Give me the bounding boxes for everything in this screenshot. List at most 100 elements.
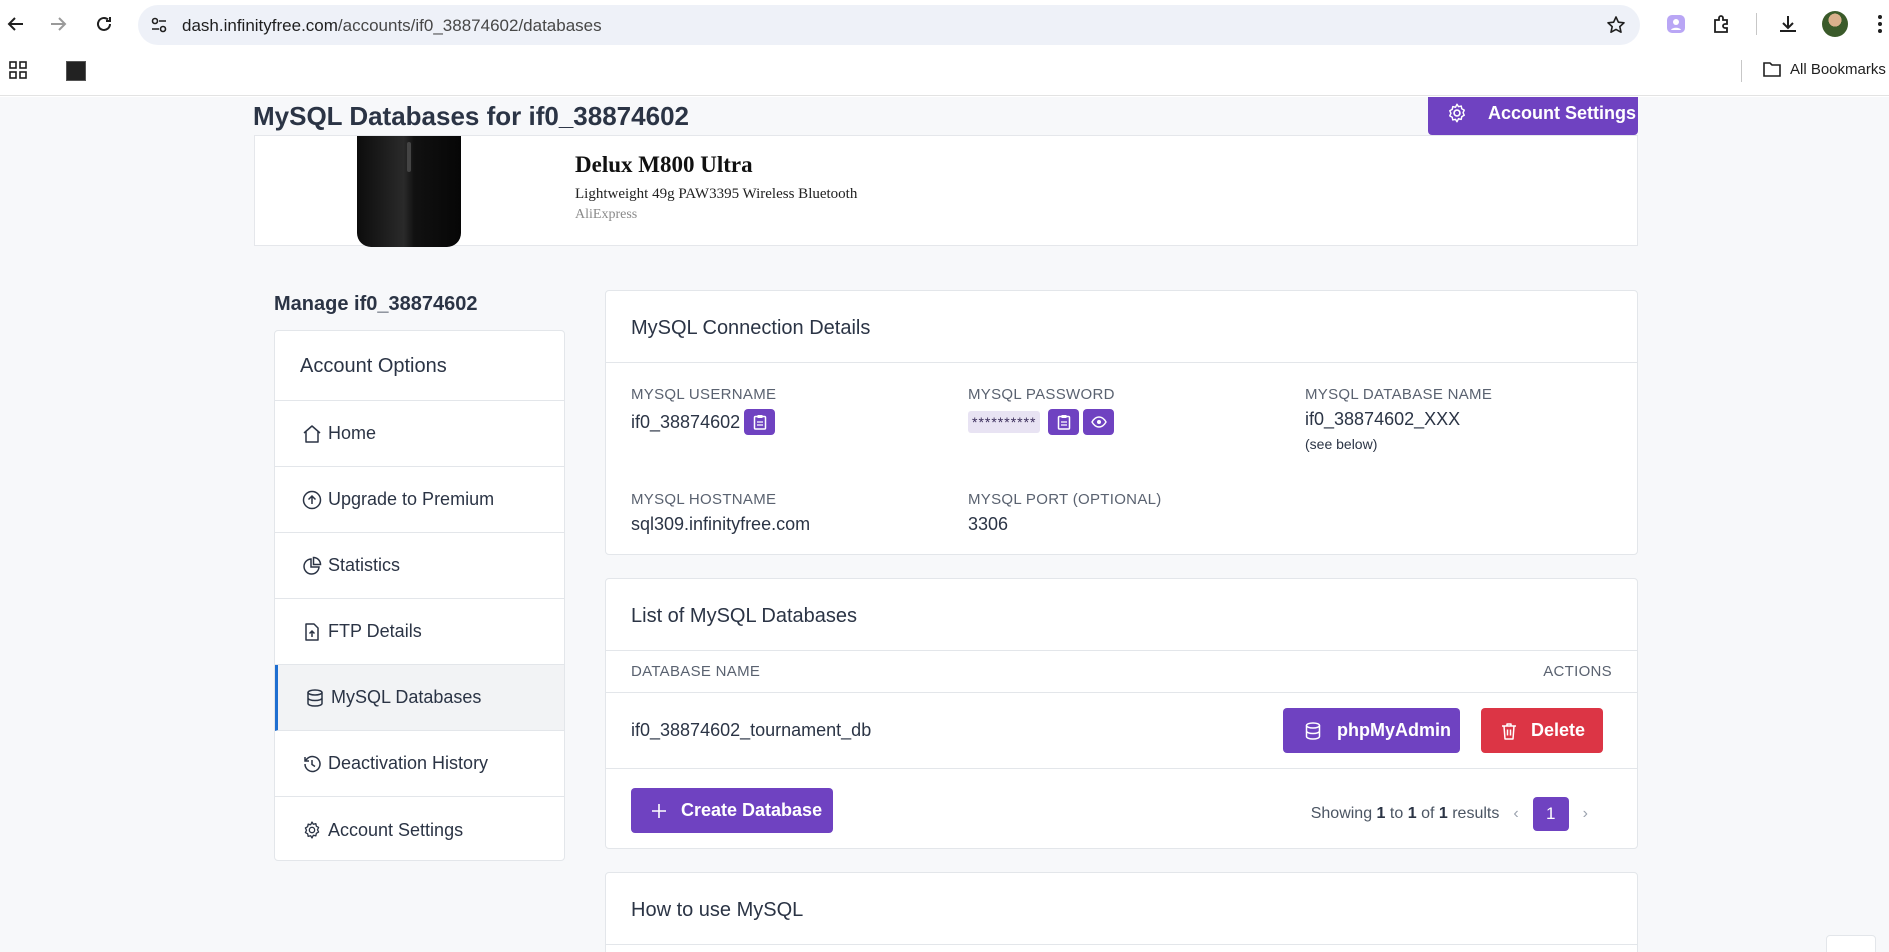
sidebar-item-ftp[interactable]: FTP Details	[275, 599, 564, 665]
sidebar-item-account-settings[interactable]: Account Settings	[275, 797, 564, 860]
database-name-note: (see below)	[1305, 436, 1378, 452]
next-page-icon[interactable]: ›	[1582, 805, 1588, 822]
username-value: if0_38874602	[631, 411, 741, 432]
file-upload-icon	[305, 622, 319, 641]
arrow-left-icon	[7, 17, 23, 31]
account-settings-button[interactable]: Account Settings	[1428, 97, 1638, 135]
home-icon	[303, 424, 321, 443]
sidebar-item-home[interactable]: Home	[275, 401, 564, 467]
create-database-button[interactable]: Create Database	[631, 788, 833, 833]
prev-page-icon[interactable]: ‹	[1513, 805, 1519, 822]
column-header-actions: ACTIONS	[1543, 663, 1612, 680]
database-name-value: if0_38874602_XXX	[1305, 409, 1461, 429]
account-options-sidebar: Account Options Home Upgrade to Premium …	[274, 330, 565, 861]
page-number-button[interactable]: 1	[1532, 797, 1569, 831]
site-info-icon[interactable]	[150, 16, 168, 34]
browser-toolbar: dash.infinityfree.com/accounts/if0_38874…	[0, 0, 1889, 48]
phpmyadmin-label: phpMyAdmin	[1337, 720, 1451, 740]
table-row: if0_38874602_tournament_db phpMyAdmin De…	[606, 693, 1637, 769]
database-icon	[1305, 721, 1321, 740]
copy-password-button[interactable]	[1048, 409, 1080, 435]
card-title: How to use MySQL	[606, 873, 1637, 945]
eye-icon	[1091, 416, 1107, 428]
delete-database-button[interactable]: Delete	[1481, 708, 1603, 753]
ad-source: AliExpress	[575, 207, 638, 222]
advertisement-banner[interactable]: Delux M800 Ultra Lightweight 49g PAW3395…	[254, 135, 1638, 247]
bookmarks-bar: All Bookmarks	[0, 48, 1889, 96]
sidebar-item-label: Statistics	[328, 555, 401, 575]
sidebar-item-label: Deactivation History	[328, 753, 489, 773]
download-icon[interactable]	[1774, 10, 1802, 38]
field-label: MYSQL USERNAME	[631, 386, 777, 403]
sidebar-item-statistics[interactable]: Statistics	[275, 533, 564, 599]
url-text: dash.infinityfree.com/accounts/if0_38874…	[182, 16, 602, 36]
field-label: MYSQL PASSWORD	[968, 386, 1115, 403]
bookmark-star-icon[interactable]	[1606, 15, 1626, 35]
sidebar-item-mysql[interactable]: MySQL Databases	[275, 665, 564, 731]
showing-prefix: Showing	[1310, 805, 1373, 822]
bookmarks-divider	[1741, 60, 1742, 82]
field-label: MYSQL PORT (OPTIONAL)	[968, 491, 1162, 508]
plus-icon	[652, 803, 666, 818]
column-header-name: DATABASE NAME	[631, 663, 761, 680]
reload-button[interactable]	[88, 8, 120, 40]
field-label: MYSQL HOSTNAME	[631, 491, 777, 508]
arrow-right-icon	[51, 17, 67, 31]
address-bar[interactable]: dash.infinityfree.com/accounts/if0_38874…	[138, 5, 1640, 45]
password-mask: **********	[968, 411, 1041, 433]
pagination: Showing 1 to 1 of 1 results ‹ 1 ›	[1311, 797, 1602, 831]
extension-icon[interactable]	[1662, 10, 1690, 38]
page-content: MySQL Databases for if0_38874602 Account…	[0, 97, 1889, 952]
gear-icon	[1449, 103, 1465, 123]
apps-grid-icon[interactable]	[8, 60, 28, 80]
show-password-button[interactable]	[1083, 409, 1115, 435]
field-label: MYSQL DATABASE NAME	[1305, 386, 1493, 403]
how-to-card: How to use MySQL	[605, 872, 1638, 952]
database-icon	[307, 688, 323, 707]
profile-avatar[interactable]	[1822, 11, 1848, 37]
history-icon	[304, 755, 321, 772]
results-from: 1	[1376, 805, 1386, 822]
sidebar-item-label: Upgrade to Premium	[328, 489, 495, 509]
sidebar-item-label: Home	[328, 423, 377, 443]
table-header: DATABASE NAME ACTIONS	[606, 651, 1637, 693]
database-list-card: List of MySQL Databases DATABASE NAME AC…	[605, 578, 1638, 849]
card-title: List of MySQL Databases	[606, 579, 1637, 651]
gear-icon	[304, 821, 320, 839]
trash-icon	[1502, 722, 1516, 740]
page-title: MySQL Databases for if0_38874602	[253, 101, 689, 131]
account-settings-label: Account Settings	[1488, 102, 1637, 123]
results-word: results	[1452, 805, 1500, 822]
sidebar-item-deactivation-history[interactable]: Deactivation History	[275, 731, 564, 797]
menu-kebab-icon[interactable]	[1866, 10, 1889, 38]
clipboard-icon	[1057, 415, 1071, 430]
copy-username-button[interactable]	[744, 409, 776, 435]
phpmyadmin-button[interactable]: phpMyAdmin	[1283, 708, 1460, 753]
results-to: 1	[1407, 805, 1417, 822]
username-field: MYSQL USERNAME if0_38874602	[631, 386, 776, 435]
folder-icon	[1763, 62, 1781, 77]
forward-button[interactable]	[42, 8, 74, 40]
manage-title: Manage if0_38874602	[274, 293, 478, 315]
back-button[interactable]	[0, 8, 32, 40]
to-word: to	[1389, 805, 1404, 822]
bookmark-favicon[interactable]	[66, 61, 86, 81]
scroll-to-top-button[interactable]	[1826, 935, 1876, 952]
clipboard-icon	[753, 415, 766, 430]
port-value: 3306	[968, 514, 1009, 534]
sidebar-item-label: MySQL Databases	[331, 687, 482, 707]
database-name-field: MYSQL DATABASE NAME if0_38874602_XXX (se…	[1305, 386, 1492, 452]
database-name-cell: if0_38874602_tournament_db	[631, 720, 872, 740]
sidebar-item-label: FTP Details	[328, 621, 422, 641]
ad-subtitle: Lightweight 49g PAW3395 Wireless Bluetoo…	[575, 186, 858, 202]
pie-chart-icon	[303, 556, 322, 575]
sidebar-header: Account Options	[275, 331, 564, 401]
arrow-up-circle-icon	[302, 490, 322, 509]
reload-icon	[97, 16, 111, 31]
create-database-label: Create Database	[681, 800, 823, 820]
puzzle-icon[interactable]	[1708, 10, 1736, 38]
card-title: MySQL Connection Details	[606, 291, 1637, 363]
all-bookmarks-button[interactable]: All Bookmarks	[1762, 60, 1886, 78]
sidebar-item-upgrade[interactable]: Upgrade to Premium	[275, 467, 564, 533]
results-total: 1	[1438, 805, 1448, 822]
